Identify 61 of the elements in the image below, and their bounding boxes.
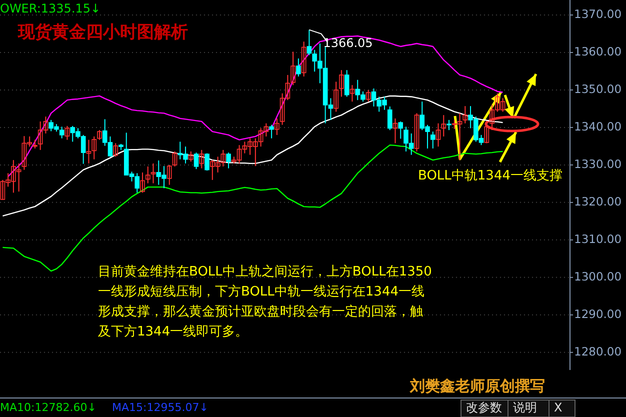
candlestick	[188, 150, 194, 162]
y-tick-label: 1360.00	[574, 44, 622, 59]
annotation: 一线形成短线压制，下方BOLL中轨一线运行在1344一线	[98, 284, 424, 300]
candlestick	[436, 122, 441, 148]
y-tick-label: 1290.00	[574, 307, 622, 322]
y-tick-label: 1330.00	[574, 157, 622, 172]
annotation: 目前黄金维持在BOLL中上轨之间运行，上方BOLL在1350	[98, 264, 432, 280]
candlestick	[166, 164, 172, 186]
candlestick	[350, 84, 355, 102]
annotation: BOLL中轨1344一线支撑	[418, 168, 562, 184]
text: MA15:12955.07↓	[112, 401, 208, 414]
candlestick	[301, 41, 306, 77]
y-tick-label: 1280.00	[574, 344, 622, 359]
candlestick	[226, 152, 231, 169]
candlestick	[430, 131, 436, 149]
candlestick	[296, 58, 301, 77]
candlestick	[392, 118, 398, 144]
candlestick	[306, 29, 312, 56]
candlestick	[204, 152, 210, 172]
candlestick	[86, 139, 92, 164]
candlestick	[334, 81, 338, 112]
y-tick-label: 1350.00	[574, 82, 622, 96]
candlestick	[113, 142, 118, 158]
candlestick	[290, 51, 296, 86]
y-tick-label: 1320.00	[574, 194, 622, 209]
candlestick	[344, 70, 350, 98]
text: 说明	[513, 400, 537, 414]
candlestick	[172, 150, 178, 167]
y-tick-label: 1370.00	[574, 7, 622, 22]
annotation: 形成支撑，那么黄金预计亚欧盘时段会有一定的回落，触	[98, 304, 423, 320]
text: 刘樊鑫老师原创撰写	[409, 377, 545, 396]
annotation: OWER:1335.15↓	[0, 1, 101, 16]
candlestick	[199, 149, 204, 169]
candlestick	[398, 120, 404, 140]
candlestick	[64, 125, 70, 140]
candlestick	[145, 166, 150, 184]
candlestick	[484, 122, 490, 144]
candlestick	[339, 70, 344, 98]
text: X	[554, 400, 562, 414]
candlestick	[97, 130, 102, 140]
text: 改参数	[466, 400, 502, 414]
candlestick	[269, 124, 274, 139]
y-tick-label: 1340.00	[574, 120, 622, 134]
candlestick	[140, 172, 145, 194]
candlestick	[274, 118, 280, 136]
candlestick	[414, 112, 420, 152]
candlestick	[366, 89, 371, 102]
candlestick	[194, 152, 199, 170]
annotation: 1366.05	[323, 36, 373, 50]
candlestick	[150, 162, 156, 184]
candlestick	[441, 114, 446, 137]
candlestick	[387, 106, 392, 131]
candlestick	[462, 106, 468, 124]
text: MA10:12782.60↓	[0, 401, 96, 414]
text: 现货黄金四小时图解析	[17, 22, 188, 42]
candlestick	[59, 126, 64, 139]
candlestick	[446, 119, 452, 131]
y-tick-label: 1310.00	[574, 232, 622, 246]
y-tick-label: 1300.00	[574, 270, 622, 284]
candlestick	[92, 136, 97, 160]
annotation: 及下方1344一线即可多。	[98, 324, 248, 340]
